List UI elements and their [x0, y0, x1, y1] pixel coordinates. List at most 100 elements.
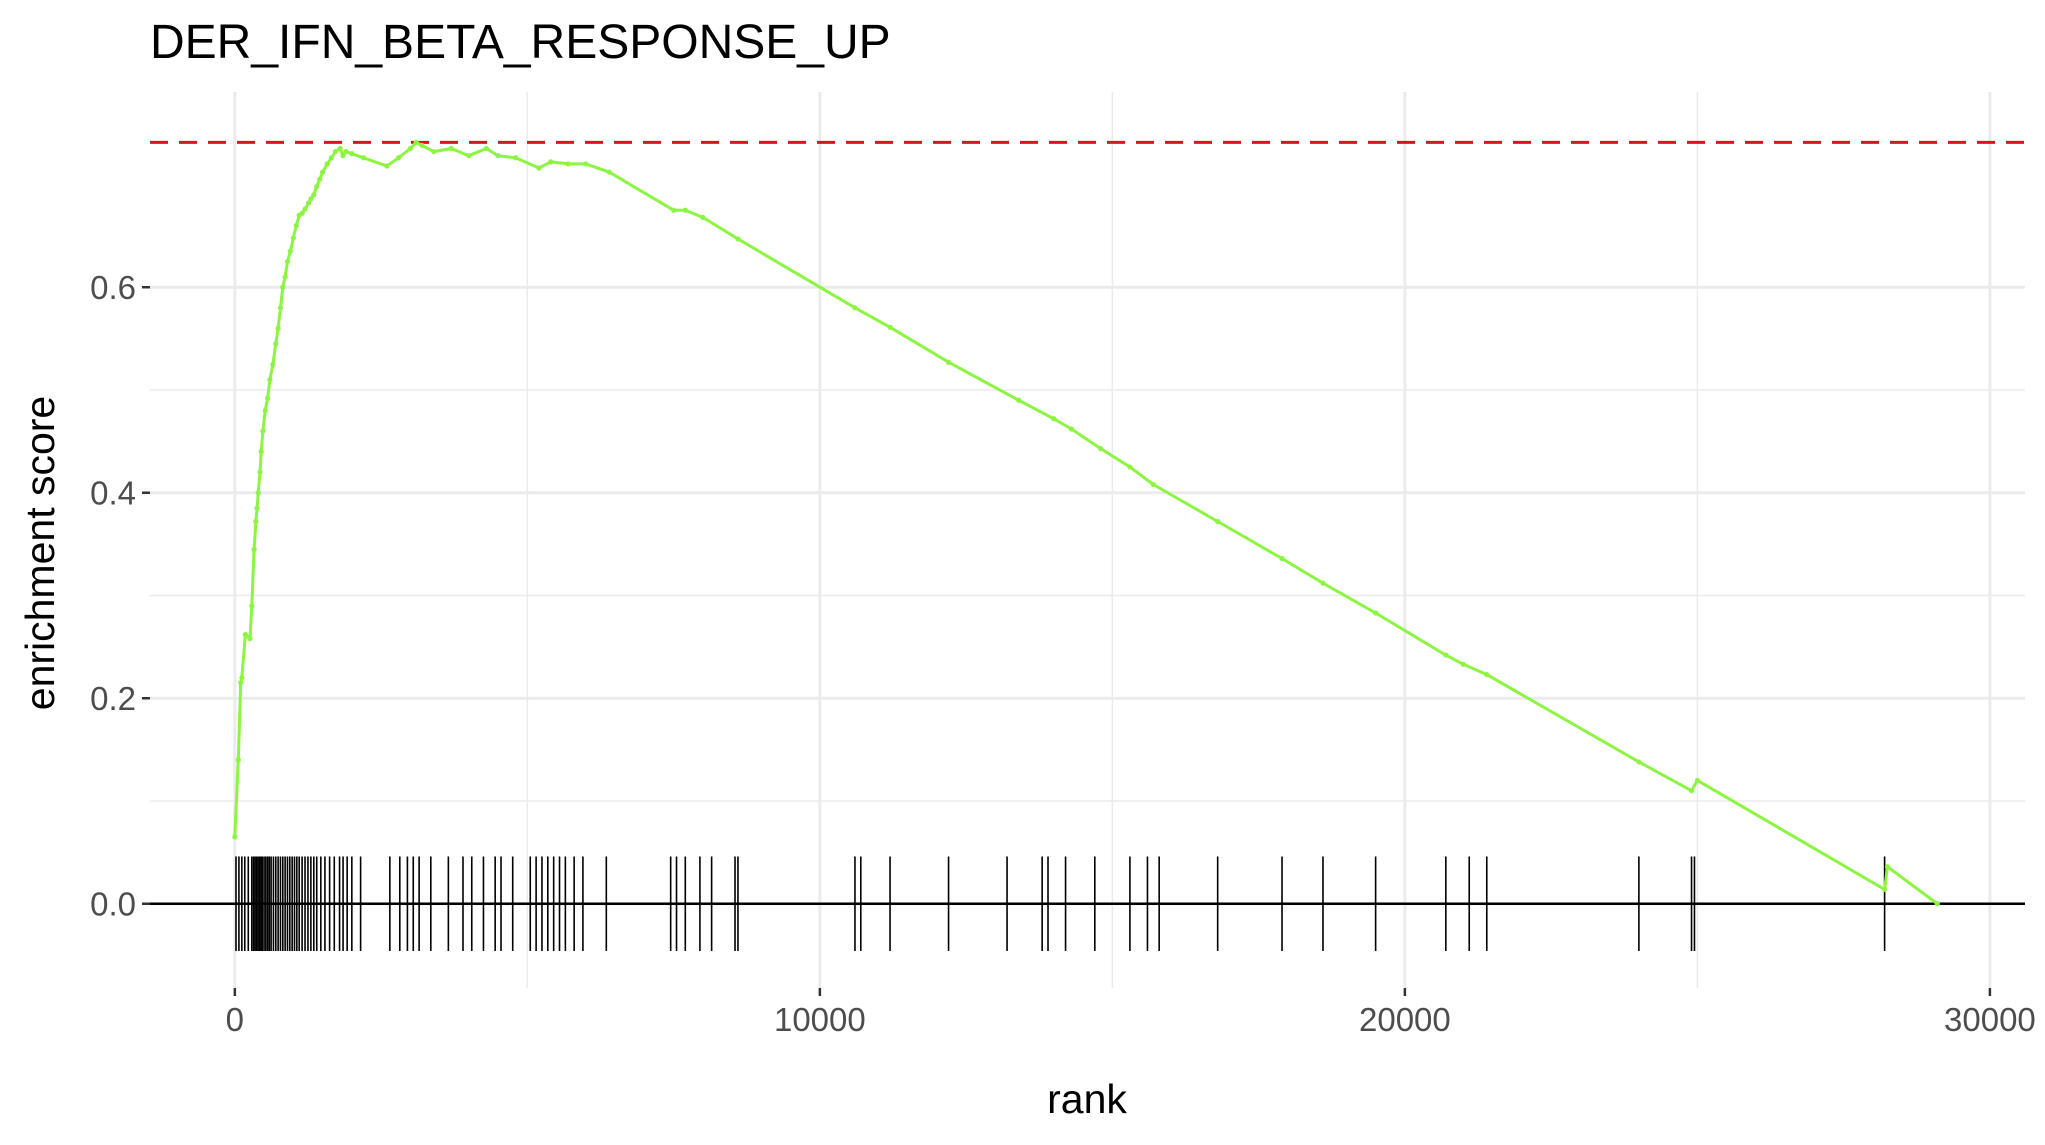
enrichment-point [232, 834, 238, 840]
enrichment-point [1460, 661, 1466, 667]
enrichment-point [1150, 481, 1156, 488]
enrichment-point [565, 161, 571, 167]
enrichment-point [1373, 610, 1379, 616]
enrichment-point [290, 235, 296, 241]
enrichment-point [258, 449, 264, 455]
x-tick-label: 10000 [774, 1001, 866, 1038]
enrichment-point [583, 161, 589, 167]
enrichment-point [1279, 555, 1285, 562]
y-tick-label: 0.0 [90, 886, 136, 923]
enrichment-point [360, 155, 367, 161]
enrichment-point [431, 148, 437, 155]
enrichment-point [419, 142, 425, 149]
enrichment-point [1694, 777, 1700, 784]
enrichment-point [1636, 759, 1642, 765]
enrichment-point [260, 428, 266, 434]
enrichment-point [247, 636, 253, 642]
enrichment-point [1127, 464, 1133, 470]
enrichment-point [1688, 788, 1695, 794]
enrichment-point [332, 148, 339, 155]
enrichment-point [606, 169, 612, 175]
enrichment-point [495, 153, 501, 159]
x-axis-title: rank [1047, 1076, 1127, 1122]
enrichment-point [235, 757, 241, 763]
enrichment-point [682, 207, 688, 213]
enrichment-point [324, 161, 330, 167]
reference-lines [150, 140, 2025, 905]
enrichment-point [1051, 416, 1057, 422]
enrichment-point [1068, 426, 1075, 432]
enrichment-point [239, 675, 245, 681]
enrichment-point [1884, 864, 1891, 870]
enrichment-point [536, 165, 542, 171]
enrichment-point [466, 153, 472, 159]
enrichment-point [305, 200, 312, 206]
enrichment-point [255, 490, 261, 496]
y-tick-label: 0.4 [90, 475, 136, 512]
enrichment-point [483, 145, 489, 152]
y-tick-label: 0.6 [90, 269, 136, 306]
enrichment-point [319, 169, 326, 175]
enrichment-point [282, 274, 288, 280]
enrichment-point [700, 214, 706, 220]
enrichment-point [1881, 886, 1888, 892]
enrichment-point [238, 680, 244, 686]
enrichment-point [407, 145, 413, 152]
enrichment-point [287, 248, 294, 254]
chart-title: DER_IFN_BETA_RESPONSE_UP [150, 16, 891, 69]
enrichment-point [254, 505, 260, 511]
y-axis: 0.0 0.2 0.4 0.6 [90, 269, 150, 923]
enrichment-point [340, 153, 346, 159]
enrichment-point [262, 407, 268, 414]
y-tick-label: 0.2 [90, 680, 136, 717]
enrichment-point [267, 377, 273, 383]
enrichment-point [253, 518, 259, 525]
x-tick-label: 30000 [1944, 1001, 2036, 1038]
enrichment-point [1215, 518, 1221, 525]
enrichment-point [343, 148, 349, 155]
enrichment-point [257, 469, 263, 475]
enrichment-point [735, 236, 741, 242]
enrichment-point [349, 151, 355, 157]
enrichment-point [311, 192, 317, 198]
y-axis-title: enrichment score [17, 396, 63, 710]
enrichment-point [396, 155, 402, 161]
enrichment-point [277, 305, 284, 311]
enrichment-point [328, 155, 334, 161]
enrichment-curve [233, 140, 1939, 905]
enrichment-point [887, 324, 893, 330]
enrichment-point [249, 603, 255, 609]
x-axis: 0 10000 20000 30000 [226, 988, 2036, 1038]
enrichment-point [413, 139, 419, 145]
enrichment-point [308, 196, 314, 202]
enrichment-point [299, 210, 305, 216]
enrichment-point [337, 145, 343, 152]
enrichment-point [1443, 652, 1449, 658]
enrichment-point [1016, 397, 1022, 403]
enrichment-point [548, 159, 554, 165]
plot-panel [150, 92, 2025, 988]
enrichment-point [280, 284, 286, 290]
enrichment-point [270, 361, 276, 367]
enrichment-point [314, 183, 320, 190]
enrichment-point [1098, 445, 1104, 452]
enrichment-point [1484, 672, 1490, 678]
enrichment-point [513, 155, 519, 161]
enrichment-point [1320, 580, 1326, 586]
enrichment-point [945, 359, 952, 365]
x-tick-label: 20000 [1359, 1001, 1451, 1038]
enrichment-curve-group [232, 139, 1940, 907]
enrichment-point [293, 222, 299, 229]
enrichment-point [302, 206, 308, 212]
enrichment-point [1934, 901, 1940, 907]
enrichment-point [264, 395, 271, 401]
enrichment-point [448, 145, 454, 152]
x-tick-label: 0 [226, 1001, 244, 1038]
enrichment-point [384, 163, 390, 169]
enrichment-point [284, 258, 291, 265]
enrichment-point [275, 325, 281, 331]
enrichment-point [670, 207, 677, 213]
enrichment-point [251, 546, 257, 552]
enrichment-point [273, 341, 279, 347]
